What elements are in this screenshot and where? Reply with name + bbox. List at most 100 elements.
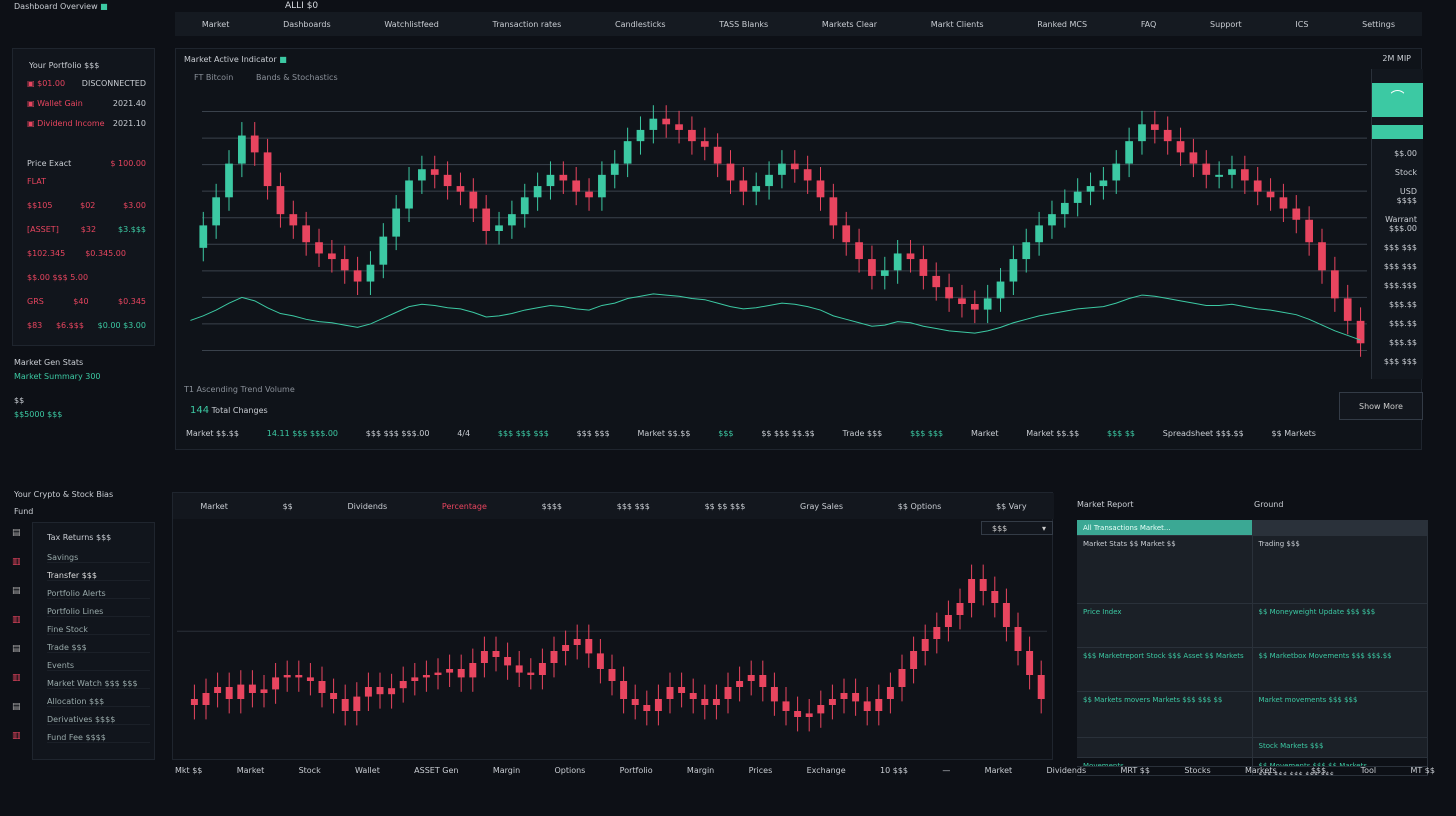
nav-item[interactable]: Dashboards (283, 19, 331, 29)
stat-item: $$$ $$$ (576, 429, 610, 438)
footer-item[interactable]: Stock (298, 766, 321, 775)
candle (1009, 259, 1018, 282)
candle (1189, 152, 1198, 164)
section-value: $ 100.00 (110, 159, 146, 168)
footer-item[interactable]: Dividends (1046, 766, 1087, 775)
nav-item[interactable]: Transaction rates (492, 19, 562, 29)
candle (260, 689, 268, 693)
sidebar2-item[interactable]: Events (47, 661, 150, 671)
footer-item[interactable]: — (942, 766, 951, 775)
nav-item[interactable]: Markets Clear (821, 19, 878, 29)
sidebar2-item[interactable]: Trade $$$ (47, 643, 150, 653)
show-more-button[interactable]: Show More (1339, 392, 1423, 420)
axis-label: $$$.$$ (1389, 300, 1417, 309)
candle (1305, 219, 1313, 243)
footer-item[interactable]: Margin (686, 766, 715, 775)
nav-item[interactable]: Watchlistfeed (384, 19, 439, 29)
footer-item[interactable]: Market (984, 766, 1013, 775)
footer-item[interactable]: Exchange (806, 766, 846, 775)
report-cell: Stock Markets $$$ (1252, 738, 1428, 758)
candle (434, 672, 442, 675)
nav-item[interactable]: TASS Blanks (719, 19, 769, 29)
portfolio-row-label: ▣ Wallet Gain (27, 99, 83, 108)
nav-item[interactable]: Support (1210, 19, 1242, 29)
candle (944, 615, 952, 627)
footer-item[interactable]: Options (554, 766, 586, 775)
footer-item[interactable]: Stocks (1184, 766, 1211, 775)
sidebar2-item[interactable]: Market Watch $$$ $$$ (47, 679, 150, 689)
nav-item[interactable]: Markt Clients (930, 19, 984, 29)
portfolio-footer-item[interactable]: Market Gen Stats (14, 358, 84, 367)
candle (405, 180, 413, 209)
footer-item[interactable]: Mkt $$ (175, 766, 203, 775)
candle (782, 701, 790, 711)
bottom-tab[interactable]: Percentage (441, 501, 487, 511)
candle (469, 191, 478, 209)
legend-2[interactable]: Bands & Stochastics (256, 73, 338, 82)
portfolio-footer-item[interactable]: $$ (14, 396, 25, 405)
nav-item[interactable]: FAQ (1140, 19, 1157, 29)
candle (1163, 129, 1172, 142)
report-header-blank (1252, 520, 1428, 536)
portfolio-footer-item[interactable]: Market Summary 300 (14, 372, 101, 381)
bottom-tab[interactable]: $$ $$ $$$ (704, 501, 746, 511)
sidebar2-item[interactable]: Derivatives $$$$ (47, 715, 150, 725)
report-cell: Movements (1077, 758, 1253, 767)
mini-cell: $83 (27, 321, 43, 330)
footer-item[interactable]: Market (236, 766, 265, 775)
sidebar2-icon: ▤ (12, 644, 21, 654)
bottom-tab[interactable]: $$$$ (541, 501, 563, 511)
sidebar2-item[interactable]: Allocation $$$ (47, 697, 150, 707)
candle (688, 129, 696, 142)
candle (1125, 141, 1133, 164)
volume-chart[interactable] (177, 543, 1047, 753)
candle (855, 242, 863, 260)
footer-item[interactable]: Portfolio (619, 766, 653, 775)
sidebar2-item[interactable]: Portfolio Alerts (47, 589, 150, 599)
candle (546, 174, 555, 187)
sidebar2-item[interactable]: Fund Fee $$$$ (47, 733, 150, 743)
sidebar2-item[interactable]: Fine Stock (47, 625, 150, 635)
candlestick-chart[interactable] (184, 85, 1367, 377)
nav-item[interactable]: Candlesticks (615, 19, 666, 29)
mini-row: $102.345 $0.345.00 (27, 249, 146, 258)
bottom-tab[interactable]: $$$ $$$ (616, 501, 650, 511)
footer-item[interactable]: 10 $$$ (880, 766, 909, 775)
sub-value: 144 (190, 405, 210, 416)
footer-item[interactable]: Prices (748, 766, 773, 775)
bottom-tab[interactable]: $$ Vary (996, 501, 1027, 511)
sidebar2-item[interactable]: Transfer $$$ (47, 571, 150, 581)
timeframe[interactable]: 2M MIP (1382, 54, 1411, 63)
candle (1228, 169, 1236, 175)
footer-item[interactable]: MT $$ (1410, 766, 1435, 775)
footer-item[interactable]: MRT $$ (1120, 766, 1150, 775)
candle (482, 208, 491, 231)
bottom-tab[interactable]: Market (200, 501, 228, 511)
axis-label: USD $$$$ (1396, 187, 1417, 205)
bottom-tab[interactable]: $$ (282, 501, 293, 511)
footer-item[interactable]: Tool (1360, 766, 1377, 775)
footer-item[interactable]: $$$ (1310, 766, 1327, 775)
footer-item[interactable]: Wallet (355, 766, 380, 775)
nav-item[interactable]: ICS (1295, 19, 1309, 29)
sidebar2-item[interactable]: Portfolio Lines (47, 607, 150, 617)
candle (979, 579, 987, 591)
portfolio-footer-item[interactable]: $$5000 $$$ (14, 410, 63, 419)
footer-item[interactable]: Markets (1244, 766, 1277, 775)
footer-item[interactable]: ASSET Gen (414, 766, 459, 775)
stats-row: Market $$.$$ 14.11 $$$ $$$.00 $$$ $$$ $$$.… (186, 429, 1316, 438)
sidebar2-item[interactable]: Savings (47, 553, 150, 563)
portfolio-row-label: ▣ Dividend Income (27, 119, 105, 128)
nav-item[interactable]: Ranked MCS (1037, 19, 1088, 29)
bottom-tab[interactable]: $$ Options (897, 501, 942, 511)
nav-item[interactable]: Market (201, 19, 230, 29)
legend-1[interactable]: FT Bitcoin (194, 73, 234, 82)
nav-item[interactable]: Settings (1362, 19, 1395, 29)
candle (654, 699, 662, 711)
range-dropdown[interactable]: $$$ ▾ (981, 521, 1053, 535)
candle (456, 186, 465, 192)
footer-item[interactable]: Margin (492, 766, 521, 775)
bottom-tab[interactable]: Gray Sales (800, 501, 843, 511)
sidebar2-icon: ▥ (12, 673, 21, 683)
bottom-tab[interactable]: Dividends (347, 501, 388, 511)
